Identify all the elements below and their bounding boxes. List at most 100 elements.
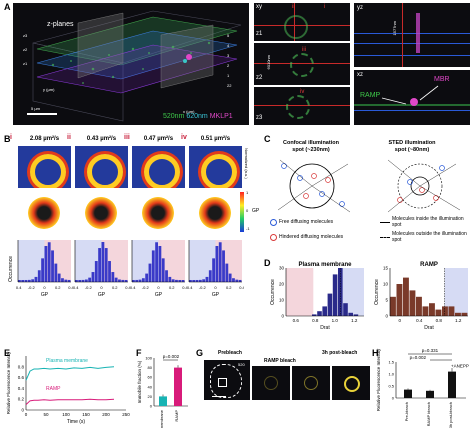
hist-bar	[145, 273, 149, 282]
xz-ramp-label: RAMP	[360, 92, 381, 99]
gp-map-image	[132, 192, 185, 234]
gp-histogram: -0.4 -0.2 0 0.2 0.4 GP	[130, 240, 187, 298]
e-x-tick: 100	[62, 412, 70, 417]
xy-mark-i: i	[324, 4, 326, 10]
d-x-tick: 1.2	[455, 318, 462, 323]
hist-tick-label: 0.4	[125, 285, 130, 290]
hist-tick-label: -0.2	[142, 285, 150, 290]
magenta-spot	[186, 54, 192, 60]
legend-free: Free diffusing molecules	[279, 219, 334, 225]
intensity-image	[189, 146, 242, 188]
ramp-bleach-title: RAMP bleach	[264, 358, 296, 364]
yz-dimension: 1577nm	[392, 21, 397, 36]
hist-tick-label: 0.2	[55, 285, 61, 290]
f-category-label: Plasma membrane	[159, 409, 164, 428]
z-label-z1: z1	[23, 61, 28, 66]
gp-colorbar	[240, 192, 244, 232]
panel-h-chart: Pre-bleach RAMP bleach 3h post-bleach p=0.3…	[376, 348, 469, 428]
xy-mark-ii: ii	[292, 4, 295, 10]
hist-bar	[158, 245, 162, 282]
hist-bar	[171, 279, 175, 282]
d-bar	[448, 306, 455, 316]
col-diffusion-value: 0.47 µm²/s	[143, 136, 174, 142]
hist-bar	[94, 261, 98, 282]
hist-tick-label: 0	[100, 285, 103, 290]
gp-ring	[199, 197, 231, 229]
hist-tick-label: -0.4	[16, 285, 22, 290]
d-y-tick: 15	[383, 266, 389, 271]
ramp-bleach-image	[252, 366, 290, 400]
legend-inside: Molecules inside the illumination spot	[392, 216, 464, 228]
e-y-tick: 0.2	[18, 397, 25, 402]
hist-bar	[124, 279, 128, 282]
xy-mark-iv: iv	[300, 89, 305, 95]
hist-x-label: GP	[155, 292, 163, 298]
y-axis-label: y (µm)	[43, 87, 55, 92]
d-bar	[429, 303, 435, 316]
f-y-tick: 20	[148, 394, 153, 399]
e-series-line	[25, 366, 115, 381]
hist-bar	[27, 279, 31, 282]
f-category-label: RAMP	[174, 410, 179, 422]
ring-structure	[30, 154, 66, 188]
d-bar	[455, 312, 461, 316]
d-y-tick: 20	[279, 282, 285, 287]
legend-520nm: 520nm	[163, 113, 185, 120]
e-y-tick: 0.8	[18, 364, 25, 369]
d-bar	[422, 306, 429, 316]
hist-bar	[138, 279, 142, 282]
xy-mark-iii: iii	[302, 47, 306, 53]
post-bleach-image-1	[292, 366, 330, 400]
z-tick-1: 1	[227, 73, 230, 78]
gp-colorbar-tick: -1	[246, 226, 250, 231]
confocal-title: Confocal illumination	[283, 140, 339, 146]
hist-bar	[24, 279, 28, 282]
z-label-z2: z2	[23, 47, 28, 52]
hist-tick-label: -0.4	[130, 285, 136, 290]
hist-bar	[67, 279, 71, 282]
hist-tick-label: 0.4	[239, 285, 244, 290]
bleach-roi-box	[218, 378, 227, 387]
f-y-tick: 40	[148, 384, 153, 389]
hist-bar	[215, 245, 219, 282]
hist-bar	[202, 279, 206, 282]
hist-bar	[34, 276, 38, 282]
e-x-tick: 250	[122, 412, 130, 417]
f-y-tick: 100	[145, 356, 152, 361]
hist-y-label: Occurrence	[8, 256, 14, 282]
panel-a-3d-svg	[32, 10, 242, 122]
hist-x-label: GP	[212, 292, 220, 298]
hist-bar	[111, 272, 115, 282]
e-y-tick: 0	[21, 408, 24, 413]
panel-label-b: B	[4, 134, 11, 144]
hist-bar	[178, 279, 182, 282]
d-x-tick: 0.6	[293, 318, 300, 323]
hist-bar	[222, 250, 225, 282]
d-x-label: Drat	[320, 325, 330, 331]
hist-bar	[168, 276, 172, 282]
panel-label-d: D	[264, 258, 271, 268]
gp-colorbar-tick: 0	[246, 208, 249, 213]
d-y-tick: 0	[281, 314, 284, 319]
gp-histogram: -0.4 -0.2 0 0.2 0.4 GP	[16, 240, 73, 298]
d-bar	[312, 314, 317, 316]
hist-bar	[181, 279, 185, 282]
e-x-tick: 200	[102, 412, 110, 417]
hist-bar	[155, 242, 158, 282]
prebleach-title: Prebleach	[218, 350, 242, 356]
h-pval-2: p=0.002	[410, 355, 427, 360]
hist-bar	[57, 273, 61, 282]
hist-bar	[47, 242, 51, 282]
xy-plane-z3: z3	[256, 115, 263, 121]
hist-bar	[141, 278, 145, 282]
gp-histogram: -0.4 -0.2 0 0.2 0.4 GP	[73, 240, 130, 298]
panel-c-diagram	[277, 159, 461, 213]
hist-bar	[238, 279, 242, 282]
d-bar	[338, 268, 343, 316]
d-bar	[461, 312, 468, 316]
hist-bar	[218, 242, 222, 282]
intensity-image	[18, 146, 71, 188]
g-channel-label: 520	[238, 362, 245, 367]
f-bar	[174, 367, 182, 406]
hist-bar	[235, 279, 239, 282]
